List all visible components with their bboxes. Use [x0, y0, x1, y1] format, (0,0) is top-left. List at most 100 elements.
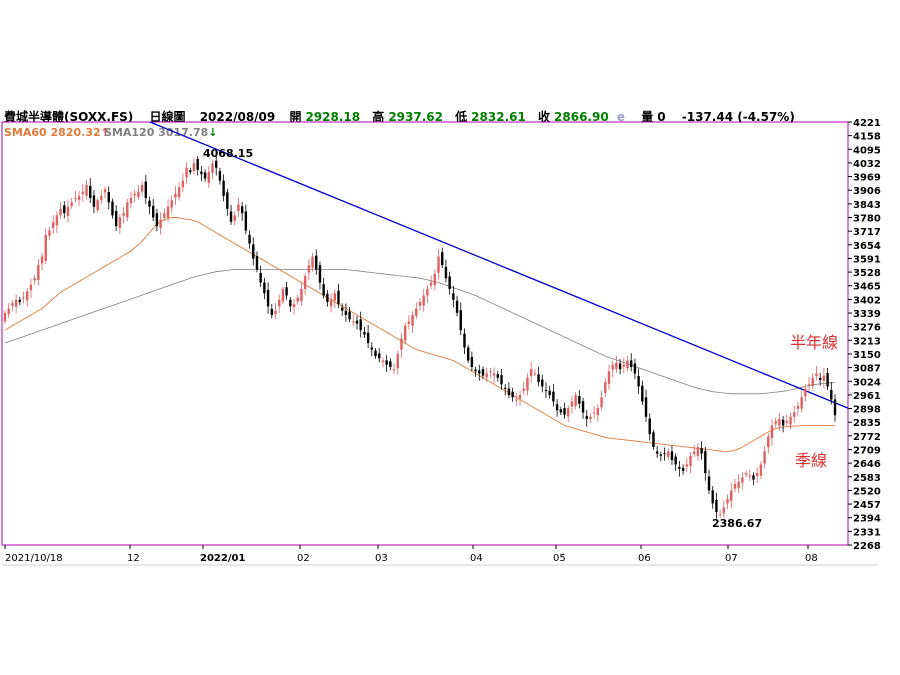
candle-body [233, 215, 236, 221]
candle [352, 314, 355, 327]
candle [66, 199, 70, 223]
candle-body [174, 193, 177, 198]
candle-body [474, 369, 477, 372]
y-tick-label: 3969 [853, 173, 881, 184]
candle-body [292, 304, 296, 308]
candle [51, 215, 55, 234]
candle-body [826, 373, 829, 387]
candle-body [144, 181, 148, 199]
candle [59, 201, 62, 220]
candle [300, 283, 303, 306]
candle [529, 361, 533, 383]
candle-body [426, 288, 429, 296]
candle [63, 201, 66, 219]
candle [285, 281, 288, 300]
candle-body [129, 198, 133, 204]
candle-body [274, 310, 277, 315]
candle-body [652, 432, 655, 448]
candle [289, 297, 292, 312]
x-tick-label: 06 [638, 553, 651, 564]
candle [296, 294, 299, 305]
candle-body [266, 289, 270, 307]
x-tick-label: 04 [470, 553, 483, 564]
candle [507, 382, 511, 399]
candle-body [704, 451, 707, 474]
candle-body [626, 360, 629, 369]
candle [392, 363, 396, 375]
candle-body [774, 421, 777, 424]
candle-body [18, 299, 22, 302]
candle-body [692, 451, 696, 455]
candle [396, 350, 399, 375]
candle-body [89, 185, 92, 199]
candle [644, 389, 648, 422]
candle-body [229, 211, 233, 222]
candle-body [244, 211, 248, 231]
candle [11, 300, 14, 312]
candle-body [22, 297, 25, 299]
candle [767, 433, 770, 454]
candle [266, 282, 270, 314]
candle [544, 382, 548, 399]
candle [407, 315, 411, 330]
candle-body [463, 333, 466, 348]
candle-body [400, 338, 403, 350]
candle [655, 446, 659, 458]
candle-body [92, 195, 96, 207]
candle-body [685, 464, 688, 467]
candle-body [337, 290, 340, 305]
candle [567, 405, 570, 422]
candle-body [407, 321, 411, 325]
candle [415, 301, 418, 319]
y-tick-label: 2268 [853, 541, 881, 552]
candle-body [518, 395, 522, 399]
candle [355, 315, 359, 330]
candle [55, 211, 59, 233]
y-tick-label: 3087 [853, 364, 881, 375]
candle [478, 364, 481, 381]
candle-body [830, 389, 833, 400]
candle [518, 391, 522, 407]
candle-body [781, 419, 785, 426]
candle [378, 348, 381, 363]
candle [144, 174, 148, 205]
candle [711, 486, 714, 509]
candle [233, 211, 236, 226]
candle-body [759, 464, 763, 476]
x-tick-label: 08 [805, 553, 818, 564]
candle-body [396, 353, 399, 369]
candle [22, 291, 25, 304]
y-tick-label: 3780 [853, 214, 881, 225]
candle-body [541, 379, 544, 387]
candle [263, 277, 266, 300]
candle [385, 354, 388, 372]
close-label: 收 [538, 110, 551, 124]
candle-body [681, 467, 685, 471]
candle-body [311, 256, 314, 268]
candle-body [641, 385, 644, 402]
candle [492, 367, 496, 384]
candle [763, 445, 766, 469]
candle [515, 392, 518, 406]
candle [359, 311, 362, 338]
candle-body [444, 266, 448, 279]
candle-body [215, 160, 218, 168]
candle [707, 469, 711, 495]
candle-body [448, 276, 451, 289]
candle-body [44, 234, 47, 261]
open-value: 2928.18 [305, 110, 361, 124]
candle [244, 204, 248, 235]
candle-body [277, 299, 281, 307]
candle-body [418, 301, 422, 306]
candle [29, 278, 33, 299]
candle-body [529, 369, 533, 377]
candle [581, 397, 585, 419]
candle-body [507, 388, 511, 396]
candle-body [126, 202, 129, 218]
candle-body [355, 320, 359, 324]
low-value: 2832.61 [471, 110, 526, 124]
candle [785, 414, 789, 426]
candle [340, 303, 344, 316]
y-tick-label: 3339 [853, 309, 881, 320]
